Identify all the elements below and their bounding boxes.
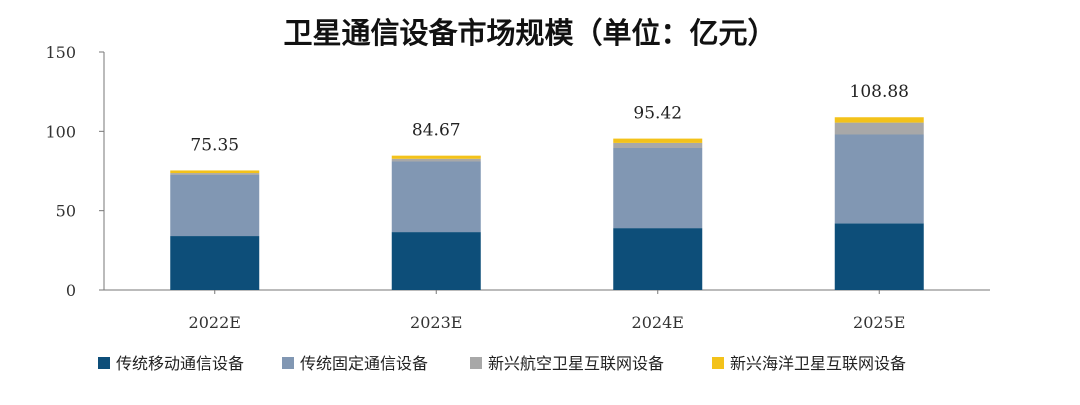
legend-swatch bbox=[282, 357, 294, 369]
bar-segment bbox=[391, 161, 481, 233]
legend-swatch bbox=[712, 357, 724, 369]
bar-total-label: 75.35 bbox=[190, 135, 239, 155]
legend-label: 传统移动通信设备 bbox=[116, 354, 244, 373]
y-tick-label: 0 bbox=[66, 281, 76, 300]
legend-label: 新兴海洋卫星互联网设备 bbox=[730, 354, 906, 373]
bar-segment bbox=[613, 142, 703, 148]
legend-swatch bbox=[98, 357, 110, 369]
legend-swatch bbox=[470, 357, 482, 369]
chart-title: 卫星通信设备市场规模（单位：亿元） bbox=[283, 16, 776, 50]
bar-segment bbox=[613, 147, 703, 229]
bars bbox=[170, 117, 924, 290]
bar-segment bbox=[391, 232, 481, 290]
x-tick-label: 2023E bbox=[410, 313, 462, 332]
bar-segment bbox=[834, 122, 924, 135]
bar-segment bbox=[170, 173, 260, 175]
bar-segment bbox=[391, 155, 481, 159]
legend-label: 新兴航空卫星互联网设备 bbox=[488, 354, 664, 373]
y-tick-label: 150 bbox=[45, 43, 76, 62]
bar-segment bbox=[391, 158, 481, 162]
bar-total-label: 84.67 bbox=[412, 121, 461, 141]
bar-total-label: 108.88 bbox=[850, 82, 909, 102]
y-tick-label: 100 bbox=[45, 122, 76, 141]
legend: 传统移动通信设备 传统固定通信设备 新兴航空卫星互联网设备 新兴海洋卫星互联网设备 bbox=[98, 354, 906, 373]
bar-segment bbox=[834, 117, 924, 123]
bar-segment bbox=[834, 223, 924, 290]
bar-total-label: 95.42 bbox=[633, 104, 682, 124]
x-tick-label: 2024E bbox=[632, 313, 684, 332]
bar-segment bbox=[170, 174, 260, 237]
bar-segment bbox=[834, 134, 924, 224]
bar-segment bbox=[613, 138, 703, 143]
legend-label: 传统固定通信设备 bbox=[300, 354, 428, 373]
bar-totals: 75.35 84.67 95.42 108.88 bbox=[190, 82, 909, 155]
y-tick-label: 50 bbox=[56, 202, 76, 221]
x-tick-label: 2022E bbox=[189, 313, 241, 332]
bar-segment bbox=[170, 170, 260, 174]
bar-segment bbox=[170, 236, 260, 290]
x-axis-labels: 2022E 2023E 2024E 2025E bbox=[189, 290, 905, 332]
y-axis-ticks: 0 50 100 150 bbox=[45, 43, 104, 300]
bar-segment bbox=[613, 228, 703, 290]
x-tick-label: 2025E bbox=[853, 313, 905, 332]
